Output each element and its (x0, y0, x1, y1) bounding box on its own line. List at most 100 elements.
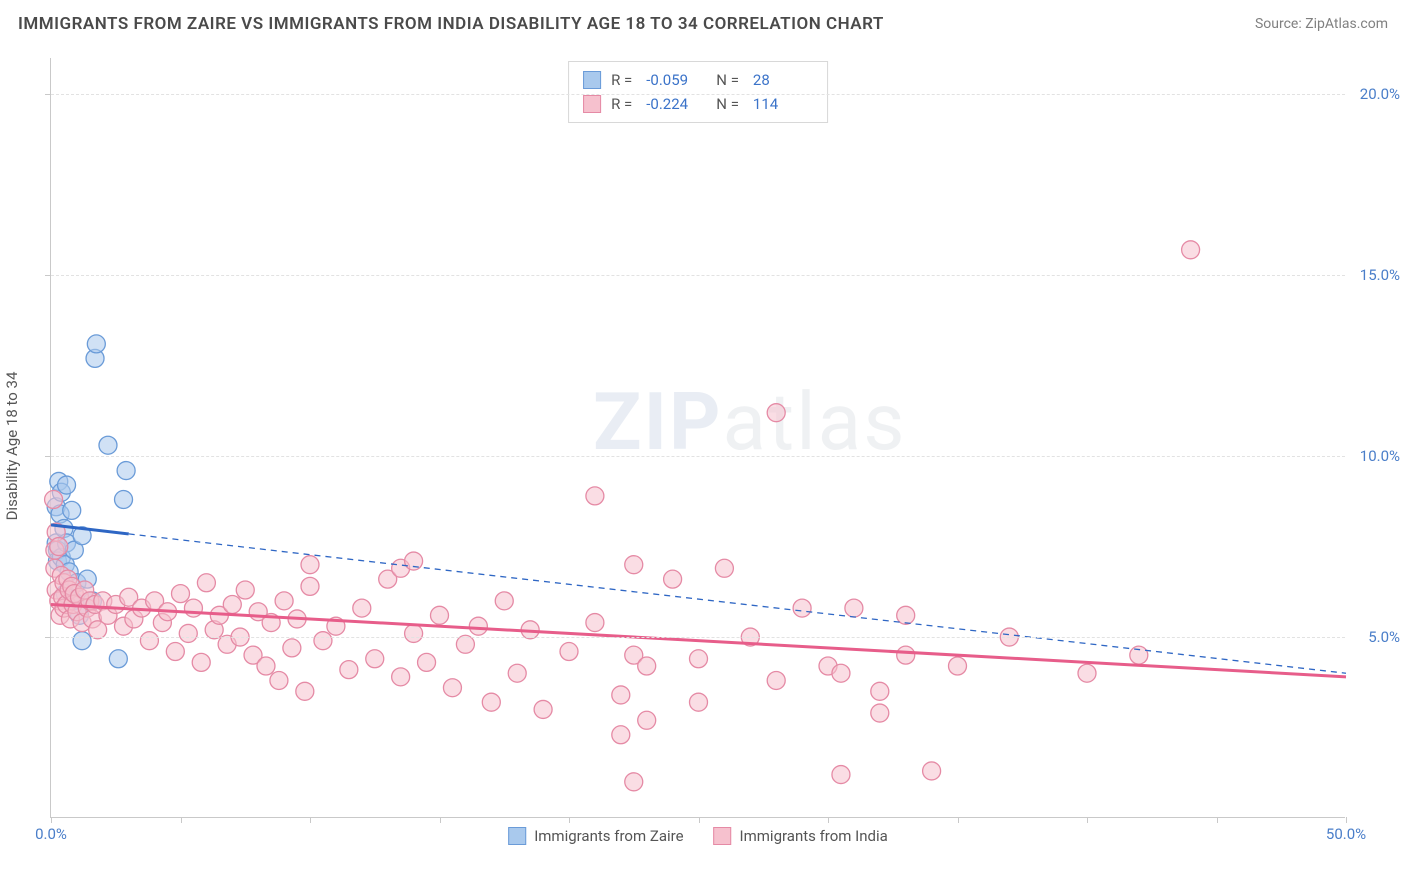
correlation-legend: R =-0.059N =28R =-0.224N =114 (568, 61, 828, 123)
data-point (418, 653, 436, 671)
data-point (767, 404, 785, 422)
data-point (166, 643, 184, 661)
y-tick-label: 5.0% (1350, 628, 1400, 646)
data-point (405, 624, 423, 642)
data-point (257, 657, 275, 675)
r-value: -0.224 (646, 92, 694, 116)
data-point (405, 552, 423, 570)
data-point (560, 643, 578, 661)
gridline-h (51, 94, 1345, 95)
data-point (482, 693, 500, 711)
data-point (612, 726, 630, 744)
legend-swatch (508, 827, 526, 845)
legend-swatch (583, 95, 601, 113)
data-point (1078, 664, 1096, 682)
data-point (690, 693, 708, 711)
data-point (340, 661, 358, 679)
data-point (140, 632, 158, 650)
data-point (871, 682, 889, 700)
source-attribution: Source: ZipAtlas.com (1255, 16, 1388, 32)
legend-swatch (714, 827, 732, 845)
plot-svg (51, 58, 1345, 817)
data-point (715, 559, 733, 577)
data-point (87, 335, 105, 353)
data-point (443, 679, 461, 697)
legend-item: Immigrants from Zaire (508, 827, 683, 845)
data-point (949, 657, 967, 675)
y-tick-label: 15.0% (1350, 266, 1400, 284)
data-point (283, 639, 301, 657)
data-point (638, 711, 656, 729)
x-tick-label: 50.0% (1326, 825, 1366, 843)
y-axis-label: Disability Age 18 to 34 (3, 372, 21, 521)
data-point (179, 624, 197, 642)
legend-swatch (583, 71, 601, 89)
data-point (690, 650, 708, 668)
n-value: 28 (753, 68, 801, 92)
legend-item: Immigrants from India (714, 827, 888, 845)
data-point (115, 491, 133, 509)
data-point (270, 671, 288, 689)
data-point (63, 501, 81, 519)
data-point (508, 664, 526, 682)
data-point (586, 487, 604, 505)
legend-row: R =-0.224N =114 (583, 92, 813, 116)
data-point (767, 671, 785, 689)
data-point (223, 595, 241, 613)
data-point (1182, 241, 1200, 259)
data-point (117, 462, 135, 480)
data-point (296, 682, 314, 700)
chart-header: IMMIGRANTS FROM ZAIRE VS IMMIGRANTS FROM… (0, 0, 1406, 44)
y-tick-label: 20.0% (1350, 85, 1400, 103)
data-point (612, 686, 630, 704)
data-point (871, 704, 889, 722)
data-point (172, 585, 190, 603)
gridline-h (51, 637, 1345, 638)
data-point (793, 599, 811, 617)
data-point (314, 632, 332, 650)
data-point (923, 762, 941, 780)
r-value: -0.059 (646, 68, 694, 92)
chart-title: IMMIGRANTS FROM ZAIRE VS IMMIGRANTS FROM… (18, 14, 884, 34)
x-tick-label: 0.0% (35, 825, 67, 843)
data-point (469, 617, 487, 635)
data-point (431, 606, 449, 624)
data-point (897, 646, 915, 664)
regression-line-ext (129, 534, 1346, 673)
data-point (625, 773, 643, 791)
data-point (236, 581, 254, 599)
data-point (638, 657, 656, 675)
n-value: 114 (753, 92, 801, 116)
legend-row: R =-0.059N =28 (583, 68, 813, 92)
y-tick-label: 10.0% (1350, 447, 1400, 465)
data-point (366, 650, 384, 668)
data-point (495, 592, 513, 610)
data-point (392, 668, 410, 686)
data-point (301, 556, 319, 574)
data-point (353, 599, 371, 617)
legend-label: Immigrants from Zaire (534, 827, 683, 845)
data-point (73, 632, 91, 650)
data-point (58, 476, 76, 494)
scatter-chart: ZIPatlas R =-0.059N =28R =-0.224N =114 I… (50, 58, 1345, 818)
data-point (664, 570, 682, 588)
data-point (832, 664, 850, 682)
data-point (50, 538, 68, 556)
series-legend: Immigrants from Zaire Immigrants from Ind… (508, 827, 888, 845)
data-point (832, 766, 850, 784)
data-point (192, 653, 210, 671)
gridline-h (51, 275, 1345, 276)
data-point (197, 574, 215, 592)
data-point (275, 592, 293, 610)
data-point (534, 700, 552, 718)
data-point (625, 556, 643, 574)
data-point (109, 650, 127, 668)
legend-label: Immigrants from India (740, 827, 888, 845)
data-point (1130, 646, 1148, 664)
data-point (99, 436, 117, 454)
data-point (45, 491, 63, 509)
data-point (184, 599, 202, 617)
gridline-h (51, 456, 1345, 457)
data-point (845, 599, 863, 617)
data-point (586, 614, 604, 632)
